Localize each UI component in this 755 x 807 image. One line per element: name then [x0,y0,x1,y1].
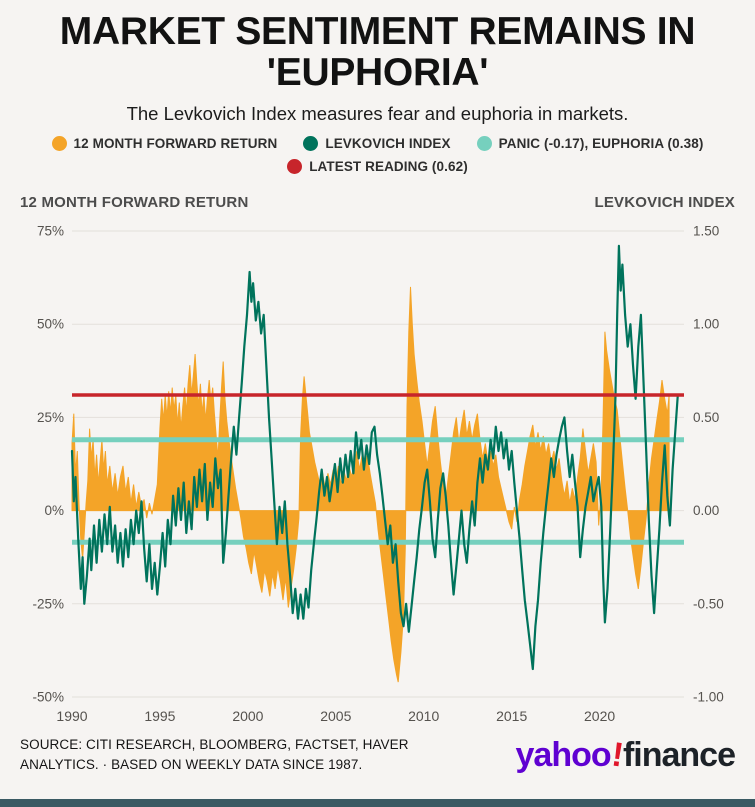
legend-item: 12 MONTH FORWARD RETURN [51,135,278,151]
legend-dot-icon [303,135,319,151]
chart-svg: 75% 50% 25% 0% -25% -50% 1.50 1.00 0.50 0.00 -0.50… [32,223,724,723]
x-tick-label: 2020 [584,708,615,723]
right-tick-label: -1.00 [693,689,724,704]
yahoo-finance-logo: yahoo!finance [515,736,737,775]
axis-titles: 12 MONTH FORWARD RETURN LEVKOVICH INDEX [20,194,735,211]
x-tick-label: 2015 [496,708,527,723]
left-tick-label: -25% [32,596,64,611]
left-axis-title: 12 MONTH FORWARD RETURN [20,193,249,211]
right-tick-label: 0.50 [693,410,719,425]
legend-item: LATEST READING (0.62) [287,158,468,174]
legend-dot-icon [476,135,492,151]
x-tick-label: 1995 [144,708,175,723]
levkovich-line [70,244,679,670]
left-tick-label: 25% [37,410,64,425]
legend-dot-icon [287,158,303,174]
bottom-bar [0,799,755,807]
x-tick-label: 2005 [320,708,351,723]
right-axis-title: LEVKOVICH INDEX [594,193,735,211]
left-tick-label: 75% [37,223,64,238]
right-tick-label: 1.00 [693,317,719,332]
page-subtitle: The Levkovich Index measures fear and eu… [126,102,629,124]
legend: 12 MONTH FORWARD RETURN LEVKOVICH INDEX PA… [8,135,748,174]
right-tick-label: 0.00 [693,503,719,518]
forward-return-area [71,286,670,683]
source-note: SOURCE: CITI RESEARCH, BLOOMBERG, FACTSE… [20,736,409,773]
legend-label: LEVKOVICH INDEX [325,135,451,151]
x-tick-label: 1990 [56,708,87,723]
right-tick-label: -0.50 [693,596,724,611]
right-tick-label: 1.50 [693,223,719,238]
legend-item: LEVKOVICH INDEX [303,135,451,151]
legend-label: 12 MONTH FORWARD RETURN [73,135,278,151]
x-tick-label: 2000 [232,708,263,723]
legend-label: PANIC (-0.17), EUPHORIA (0.38) [498,135,704,151]
x-tick-label: 2010 [408,708,439,723]
logo-finance: finance [622,736,736,775]
footer: SOURCE: CITI RESEARCH, BLOOMBERG, FACTSE… [0,723,755,776]
legend-dot-icon [51,135,67,151]
left-tick-label: -50% [32,689,64,704]
logo-yahoo: yahoo [515,736,612,775]
left-tick-label: 50% [37,317,64,332]
page-title: MARKET SENTIMENT REMAINS IN 'EUPHORIA' [59,10,696,94]
left-tick-label: 0% [44,503,64,518]
legend-label: LATEST READING (0.62) [309,158,468,174]
legend-item: PANIC (-0.17), EUPHORIA (0.38) [476,135,704,151]
